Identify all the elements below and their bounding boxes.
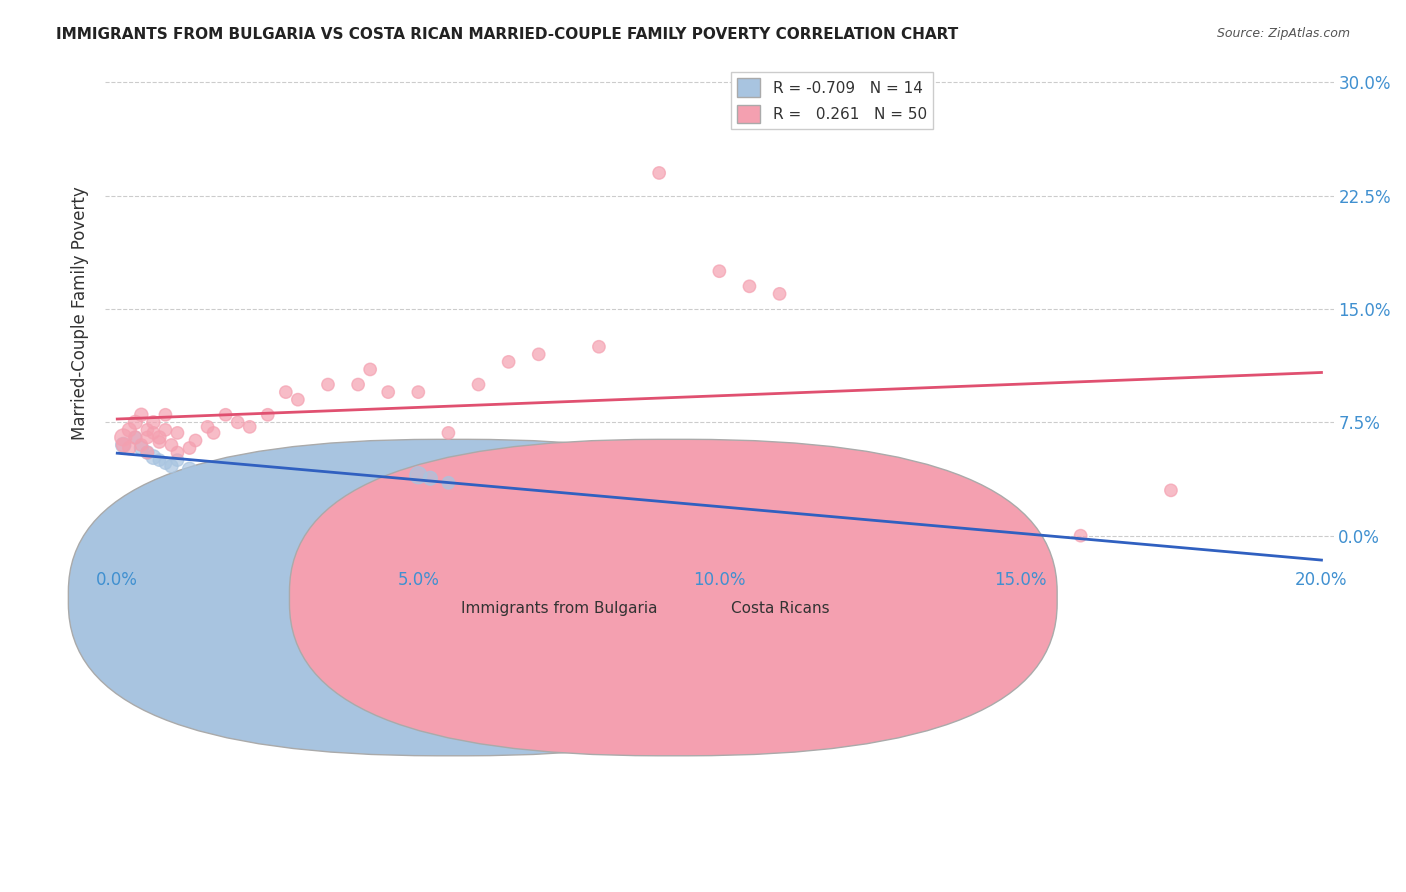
Point	[148, 453, 170, 467]
Point	[202, 425, 225, 440]
Point	[112, 438, 135, 452]
Point	[148, 430, 170, 444]
Point	[160, 438, 183, 452]
Point	[124, 430, 146, 444]
Point	[408, 385, 430, 400]
Point	[527, 347, 550, 361]
Point	[155, 408, 177, 422]
Point	[166, 445, 188, 459]
Point	[142, 425, 165, 440]
Point	[155, 456, 177, 470]
Point	[142, 450, 165, 464]
Point	[136, 423, 159, 437]
Point	[148, 434, 170, 449]
Point	[136, 445, 159, 459]
FancyBboxPatch shape	[69, 440, 837, 756]
Point	[1010, 521, 1032, 535]
Point	[239, 420, 262, 434]
Point	[131, 441, 153, 455]
Point	[131, 408, 153, 422]
Point	[709, 264, 731, 278]
Point	[184, 468, 207, 483]
Point	[179, 441, 201, 455]
Point	[359, 362, 381, 376]
Point	[828, 75, 851, 89]
Point	[437, 425, 460, 440]
Point	[197, 420, 219, 434]
Point	[214, 408, 236, 422]
Point	[179, 462, 201, 476]
Text: Immigrants from Bulgaria: Immigrants from Bulgaria	[461, 601, 658, 616]
Point	[112, 430, 135, 444]
Point	[136, 445, 159, 459]
Point	[160, 459, 183, 474]
Point	[648, 166, 671, 180]
Point	[112, 438, 135, 452]
FancyBboxPatch shape	[290, 440, 1057, 756]
Point	[166, 425, 188, 440]
Point	[142, 415, 165, 429]
Point	[498, 355, 520, 369]
Point	[256, 408, 278, 422]
Point	[1160, 483, 1182, 498]
Point	[226, 415, 249, 429]
Legend: R = -0.709   N = 14, R =   0.261   N = 50: R = -0.709 N = 14, R = 0.261 N = 50	[731, 72, 932, 129]
Point	[738, 279, 761, 293]
Text: IMMIGRANTS FROM BULGARIA VS COSTA RICAN MARRIED-COUPLE FAMILY POVERTY CORRELATIO: IMMIGRANTS FROM BULGARIA VS COSTA RICAN …	[56, 27, 959, 42]
Point	[419, 471, 441, 485]
Text: Source: ZipAtlas.com: Source: ZipAtlas.com	[1216, 27, 1350, 40]
Point	[274, 385, 297, 400]
Point	[124, 415, 146, 429]
Point	[437, 475, 460, 490]
Point	[347, 377, 370, 392]
Point	[155, 423, 177, 437]
Point	[377, 385, 399, 400]
Point	[184, 434, 207, 448]
Point	[588, 340, 610, 354]
Y-axis label: Married-Couple Family Poverty: Married-Couple Family Poverty	[72, 186, 89, 440]
Point	[136, 430, 159, 444]
Point	[124, 430, 146, 444]
Point	[287, 392, 309, 407]
Point	[166, 453, 188, 467]
Point	[1070, 529, 1092, 543]
Point	[467, 377, 489, 392]
Point	[118, 423, 141, 437]
Point	[131, 438, 153, 452]
Point	[768, 286, 790, 301]
Point	[408, 468, 430, 483]
Point	[118, 441, 141, 455]
Point	[949, 521, 972, 535]
Point	[316, 377, 339, 392]
Point	[889, 529, 911, 543]
Text: Costa Ricans: Costa Ricans	[731, 601, 830, 616]
